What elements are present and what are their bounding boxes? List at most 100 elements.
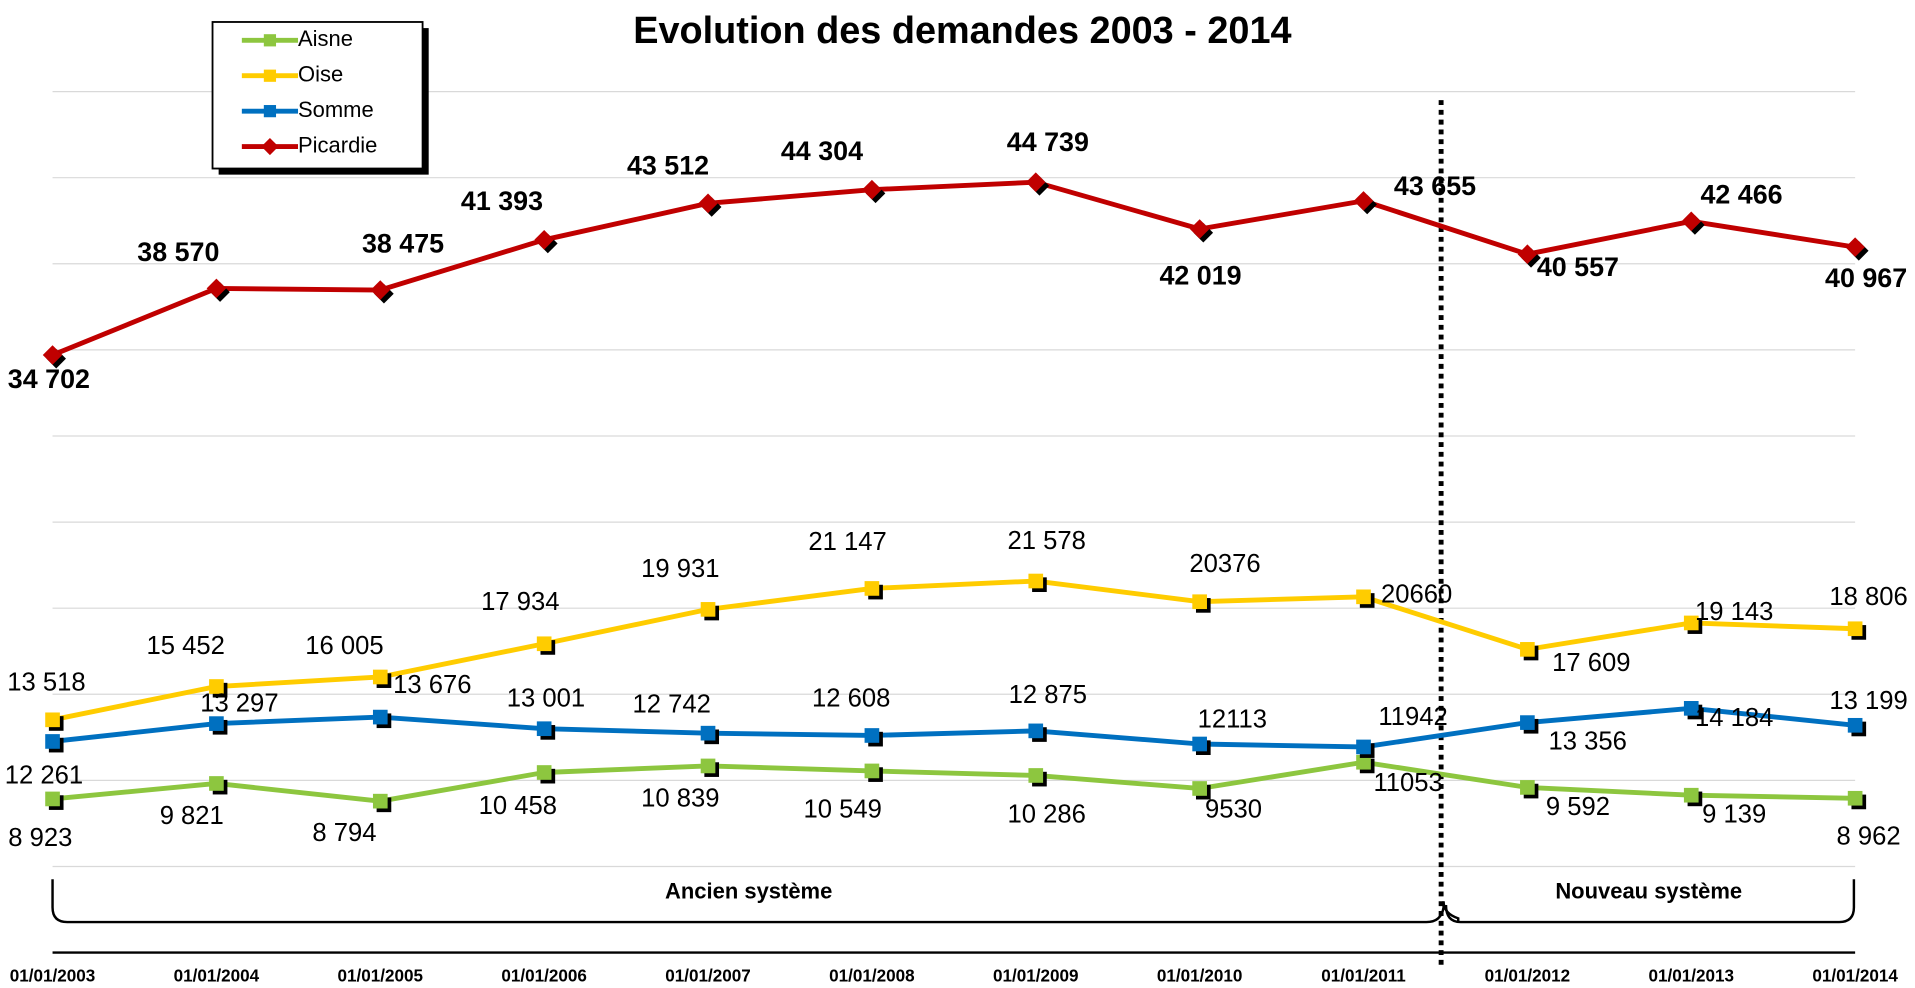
marker [534, 230, 554, 250]
series-line [52, 759, 1856, 804]
x-tick-label: 01/01/2014 [1812, 967, 1898, 986]
legend-marker [263, 34, 277, 47]
data-label: 12 608 [812, 685, 890, 713]
marker [1028, 573, 1044, 589]
data-label: 19 143 [1695, 598, 1773, 626]
marker [1353, 191, 1374, 211]
grid: 01/01/2003 01/01/2004 01/01/2005 01/01/2006… [10, 90, 1898, 986]
series: 13 518 15 452 16 005 17 934 19 931 21 147 21 5… [7, 527, 1908, 731]
data-label: 20376 [1189, 550, 1260, 578]
data-label: 15 452 [146, 632, 224, 660]
data-label: 9 821 [160, 802, 224, 830]
data-label: 17 934 [481, 588, 559, 616]
data-label: 11942 [1378, 703, 1447, 731]
data-label: 20660 [1381, 581, 1452, 609]
data-label: 38 570 [137, 237, 219, 267]
data-label: 21 147 [808, 528, 886, 556]
data-label: 44 739 [1007, 127, 1089, 157]
data-label: 43 512 [627, 150, 709, 180]
marker [372, 709, 388, 725]
marker [536, 721, 552, 737]
series-line [51, 179, 1856, 358]
marker [862, 179, 882, 200]
series-line [52, 578, 1856, 723]
data-label: 10 549 [804, 796, 882, 824]
legend: Aisne Oise Somme Picardie [211, 21, 429, 175]
data-label: 12 742 [633, 691, 711, 719]
legend-marker [263, 105, 277, 118]
data-label: 9530 [1205, 796, 1262, 824]
data-label: 40 557 [1537, 252, 1619, 282]
marker [42, 345, 63, 365]
marker [209, 679, 224, 694]
data-label: 13 518 [7, 669, 85, 697]
data-label: 13 297 [200, 689, 278, 717]
marker [536, 636, 552, 652]
data-label: 9 139 [1702, 801, 1766, 829]
marker [209, 776, 224, 791]
data-label: 18 806 [1829, 583, 1907, 611]
marker [1028, 768, 1044, 783]
marker [1847, 621, 1863, 637]
data-label: 38 475 [362, 229, 444, 259]
marker [372, 793, 388, 809]
data-label: 34 702 [8, 364, 90, 394]
marker [45, 791, 60, 807]
marker [1681, 211, 1702, 232]
data-label: 13 001 [507, 685, 585, 713]
x-tick-label: 01/01/2011 [1321, 967, 1406, 986]
marker [1683, 787, 1699, 803]
marker [1517, 244, 1538, 264]
series-line [52, 705, 1856, 750]
marker [1189, 219, 1210, 239]
marker [1356, 754, 1371, 770]
marker [1520, 780, 1535, 795]
data-label: 14 184 [1695, 704, 1773, 732]
data-label: 42 019 [1159, 260, 1241, 290]
data-label: 41 393 [461, 186, 543, 216]
data-label: 8 794 [312, 819, 376, 847]
data-label: 44 304 [781, 136, 863, 166]
legend-label: Picardie [298, 132, 377, 157]
marker [1683, 615, 1699, 631]
data-label: 13 676 [393, 671, 471, 699]
marker [45, 712, 60, 728]
data-label: 40 967 [1825, 263, 1907, 293]
plot: 8 923 9 821 8 794 10 458 10 839 10 549 10 286 9… [5, 127, 1908, 852]
marker [698, 193, 718, 214]
data-label: 9 592 [1546, 793, 1610, 821]
data-label: 13 199 [1829, 687, 1907, 715]
legend-marker [263, 69, 277, 82]
marker [864, 763, 880, 779]
x-tick-label: 01/01/2004 [174, 967, 260, 986]
data-label: 8 923 [8, 824, 72, 852]
data-label: 12113 [1198, 705, 1267, 733]
legend-label: Somme [298, 97, 374, 122]
data-label: 8 962 [1836, 823, 1900, 851]
data-label: 19 931 [641, 555, 719, 583]
annotation: Nouveau système [1555, 879, 1742, 904]
x-tick-label: 01/01/2012 [1485, 967, 1570, 986]
legend-label: Oise [298, 62, 343, 87]
data-label: 17 609 [1552, 649, 1630, 677]
marker [1028, 723, 1044, 739]
data-label: 13 356 [1548, 727, 1626, 755]
marker [1847, 717, 1863, 733]
marker [700, 725, 716, 741]
x-tick-label: 01/01/2003 [10, 967, 95, 986]
chart-title: Evolution des demandes 2003 - 2014 [633, 10, 1291, 52]
marker [372, 669, 388, 685]
marker [1192, 781, 1207, 796]
data-label: 12 261 [5, 761, 83, 789]
marker [370, 280, 391, 300]
marker [209, 716, 224, 731]
bracket-nouveau [1444, 879, 1856, 924]
marker [1520, 642, 1535, 657]
x-tick-label: 01/01/2005 [338, 967, 424, 986]
marker [1683, 701, 1699, 716]
data-label: 10 839 [641, 785, 719, 813]
series: 8 923 9 821 8 794 10 458 10 839 10 549 10 286 9… [8, 754, 1901, 852]
marker [45, 734, 60, 749]
